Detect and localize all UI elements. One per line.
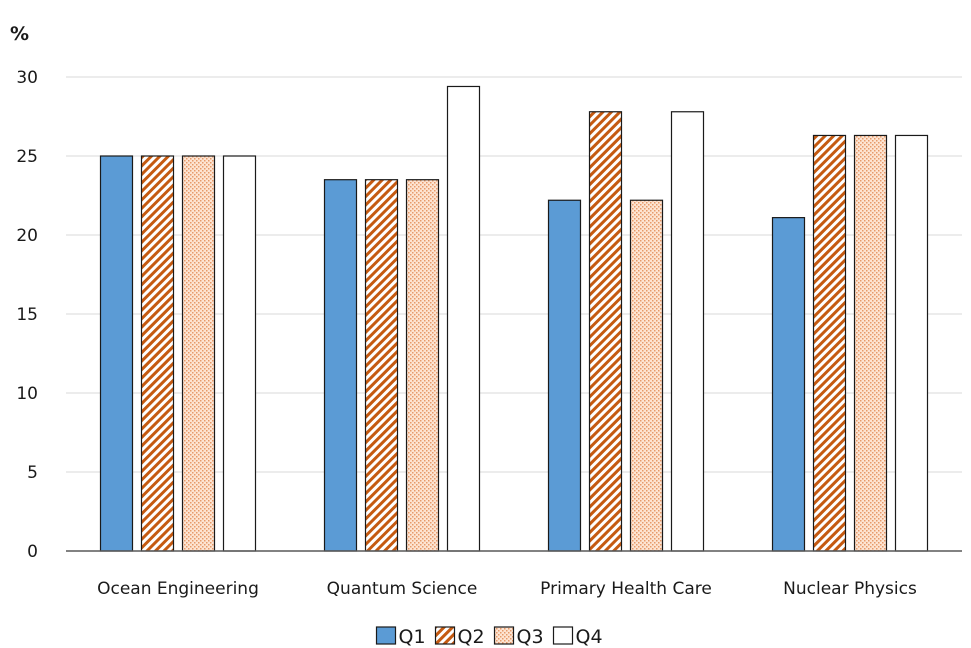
legend-label-q3: Q3 (517, 626, 544, 648)
y-tick-labels: 0 5 10 15 20 25 30 (16, 68, 38, 562)
bar-q4-4 (894, 134, 929, 552)
bar-q1-1 (99, 155, 134, 552)
category-labels: Ocean Engineering Quantum Science Primary … (97, 579, 917, 599)
legend-swatch-q4 (552, 626, 574, 645)
y-tick-label: 10 (16, 384, 38, 404)
gridlines (66, 76, 962, 473)
legend-swatch-q3 (493, 626, 515, 645)
bar-q3-3 (629, 199, 664, 552)
category-label: Quantum Science (327, 579, 478, 599)
category-label: Nuclear Physics (783, 579, 917, 599)
legend-swatch-q1 (375, 626, 397, 645)
bar-q4-3 (670, 111, 705, 552)
bar-q3-2 (405, 179, 440, 552)
y-tick-label: 20 (16, 226, 38, 246)
legend-label-q1: Q1 (399, 626, 426, 648)
legend-label-q2: Q2 (458, 626, 485, 648)
legend-label-q4: Q4 (576, 626, 603, 648)
category-label: Ocean Engineering (97, 579, 259, 599)
bar-q2-3 (588, 111, 623, 552)
bar-q1-4 (771, 217, 806, 552)
bar-q3-1 (181, 155, 216, 552)
bar-q1-3 (547, 199, 582, 552)
bar-q3-4 (853, 134, 888, 552)
bar-q2-2 (364, 179, 399, 552)
bar-q2-4 (812, 134, 847, 552)
bars (99, 85, 929, 552)
y-tick-label: 0 (27, 542, 38, 562)
bar-q4-2 (446, 85, 481, 552)
y-tick-label: 25 (16, 147, 38, 167)
y-axis-unit-label: % (10, 23, 29, 45)
category-label: Primary Health Care (540, 579, 712, 599)
y-tick-label: 5 (27, 463, 38, 483)
bar-q1-2 (323, 179, 358, 552)
legend: Q1 Q2 Q3 Q4 (375, 626, 603, 648)
y-tick-label: 30 (16, 68, 38, 88)
y-tick-label: 15 (16, 305, 38, 325)
bar-q4-1 (222, 155, 257, 552)
legend-swatch-q2 (434, 626, 456, 645)
bar-q2-1 (140, 155, 175, 552)
